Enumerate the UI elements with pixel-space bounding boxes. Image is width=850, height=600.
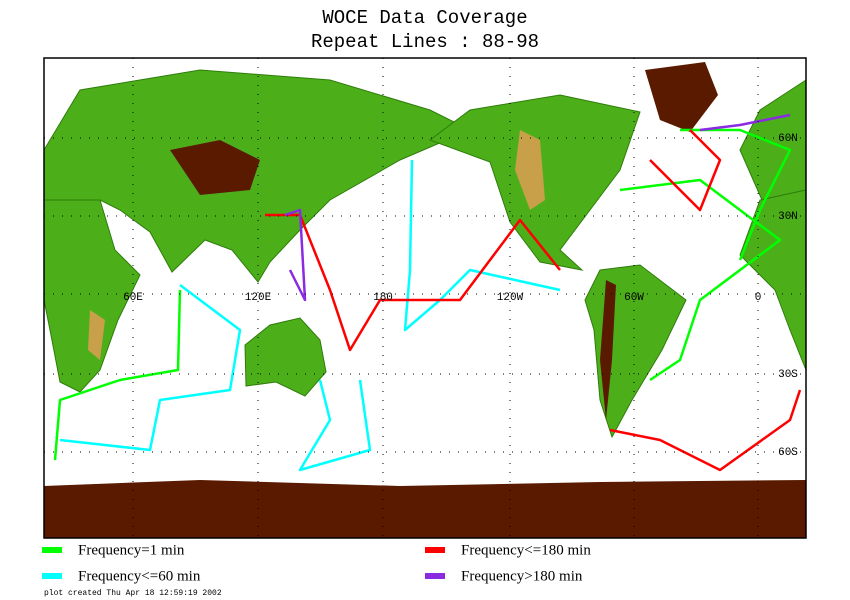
track bbox=[680, 128, 792, 261]
lon-label: 180 bbox=[373, 292, 393, 304]
track bbox=[265, 213, 561, 352]
track bbox=[699, 113, 791, 132]
legend-label: Frequency<=60 min bbox=[78, 568, 201, 584]
lat-label: 60S bbox=[778, 447, 798, 459]
lon-label: 60E bbox=[123, 292, 143, 304]
legend-swatch bbox=[42, 547, 62, 553]
map-subtitle: Repeat Lines : 88-98 bbox=[311, 31, 539, 53]
tracks bbox=[53, 113, 802, 472]
graticule: 60E 120E 180 120W 60W 0 60N 30N 30S 60S bbox=[44, 58, 806, 538]
legend-label: Frequency>180 min bbox=[461, 568, 583, 584]
track bbox=[649, 129, 722, 212]
map-frame bbox=[43, 57, 807, 539]
track bbox=[53, 289, 182, 461]
lon-label: 60W bbox=[624, 292, 644, 304]
lat-label: 30S bbox=[778, 369, 798, 381]
legend-label: Frequency=1 min bbox=[78, 542, 185, 558]
track bbox=[59, 284, 242, 452]
map-area: 60E 120E 180 120W 60W 0 60N 30N 30S 60S bbox=[43, 57, 807, 539]
lon-label: 120W bbox=[497, 292, 524, 304]
lat-label: 30N bbox=[778, 211, 798, 223]
track bbox=[619, 178, 782, 382]
uplands bbox=[88, 130, 545, 360]
highlands bbox=[44, 62, 806, 538]
legend-swatch bbox=[42, 573, 62, 579]
lat-label: 60N bbox=[778, 133, 798, 145]
track bbox=[298, 379, 372, 472]
map-title: WOCE Data Coverage bbox=[322, 7, 527, 29]
lon-label: 120E bbox=[245, 292, 272, 304]
legend-swatch bbox=[425, 573, 445, 579]
legend-label: Frequency<=180 min bbox=[461, 542, 591, 558]
footer: plot created Thu Apr 18 12:59:19 2002 bbox=[44, 589, 222, 598]
legend-swatch bbox=[425, 547, 445, 553]
track bbox=[403, 159, 561, 332]
track bbox=[609, 389, 802, 472]
lon-label: 0 bbox=[755, 292, 762, 304]
track bbox=[284, 208, 307, 302]
